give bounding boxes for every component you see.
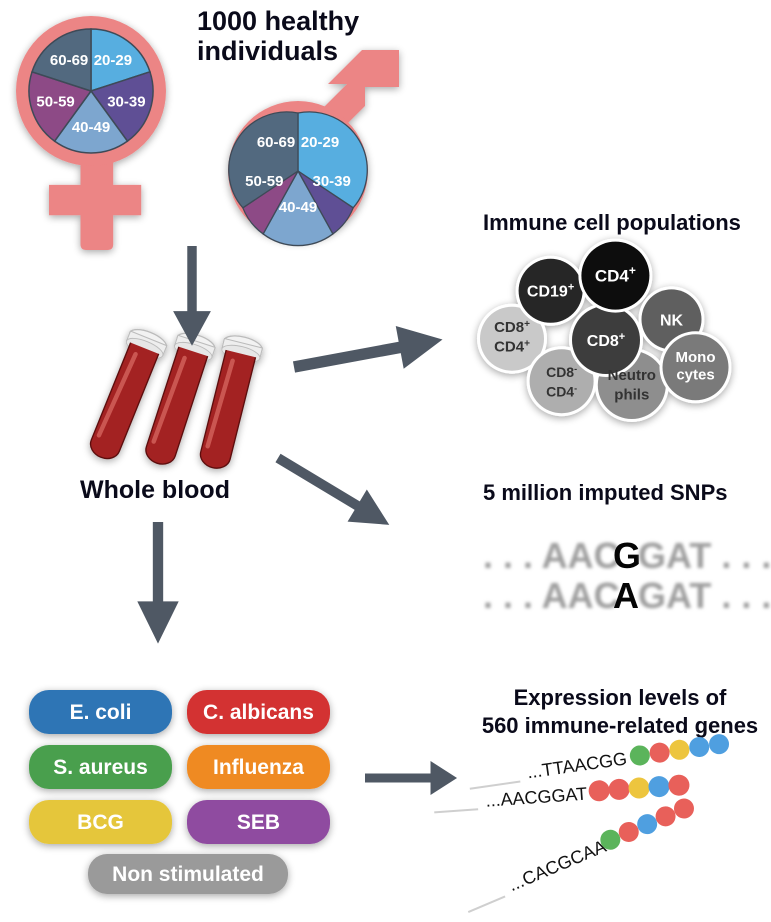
svg-text:50-59: 50-59 (36, 93, 74, 110)
svg-text:cytes: cytes (676, 367, 714, 384)
svg-text:BCG: BCG (77, 811, 124, 834)
svg-text:GAT . . .: GAT . . . (638, 535, 771, 576)
svg-text:S. aureus: S. aureus (53, 756, 148, 779)
svg-text:560 immune-related genes: 560 immune-related genes (482, 713, 758, 738)
svg-text:5 million imputed SNPs: 5 million imputed SNPs (483, 480, 727, 505)
svg-text:Whole blood: Whole blood (80, 476, 230, 504)
svg-text:SEB: SEB (237, 811, 280, 834)
svg-text:30-39: 30-39 (313, 173, 351, 190)
svg-text:NK: NK (660, 313, 684, 330)
svg-text:1000 healthy: 1000 healthy (197, 6, 359, 36)
svg-text:C. albicans: C. albicans (203, 701, 314, 724)
svg-text:50-59: 50-59 (245, 173, 283, 190)
svg-text:. . . AAC: . . . AAC (483, 575, 620, 616)
svg-text:Influenza: Influenza (213, 756, 304, 779)
svg-text:60-69: 60-69 (257, 134, 295, 151)
svg-text:G: G (613, 535, 641, 576)
svg-text:Neutro: Neutro (608, 367, 656, 384)
svg-text:A: A (613, 575, 639, 616)
svg-text:40-49: 40-49 (279, 199, 317, 216)
svg-text:phils: phils (614, 387, 649, 404)
svg-text:60-69: 60-69 (50, 52, 88, 69)
svg-text:. . . AAC: . . . AAC (483, 535, 620, 576)
svg-text:GAT . . .: GAT . . . (638, 575, 771, 616)
svg-text:Non stimulated: Non stimulated (112, 863, 264, 886)
svg-text:30-39: 30-39 (107, 93, 145, 110)
svg-text:Immune cell populations: Immune cell populations (483, 210, 741, 235)
svg-text:individuals: individuals (197, 36, 338, 66)
svg-text:Mono: Mono (676, 349, 716, 366)
svg-text:CD19+: CD19+ (527, 282, 574, 301)
svg-text:40-49: 40-49 (72, 119, 110, 136)
svg-text:CD8-: CD8- (546, 364, 577, 380)
svg-text:20-29: 20-29 (94, 52, 132, 69)
svg-text:20-29: 20-29 (301, 134, 339, 151)
svg-text:E. coli: E. coli (70, 701, 132, 724)
svg-text:CD4-: CD4- (546, 384, 577, 400)
svg-text:Expression levels of: Expression levels of (514, 685, 727, 710)
